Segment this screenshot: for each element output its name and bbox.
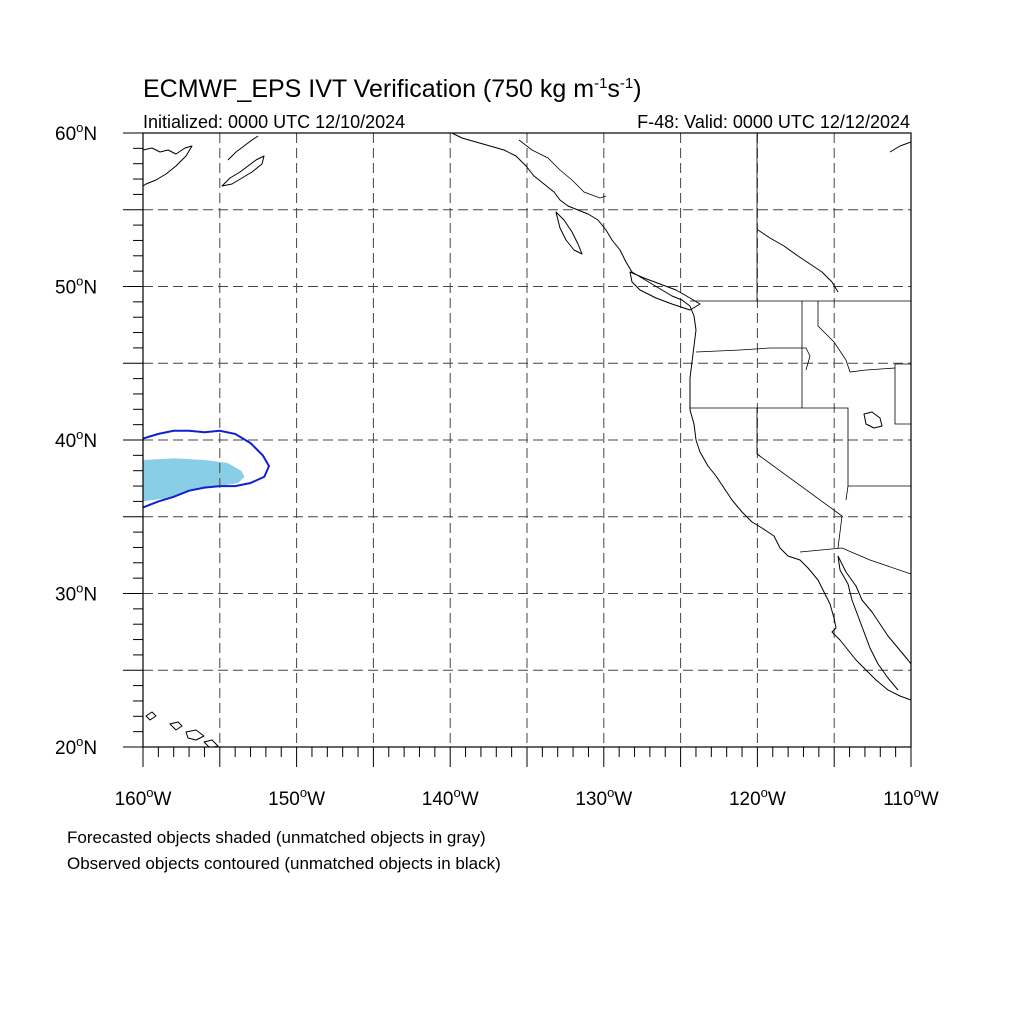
lat-label: 40oN <box>55 427 97 452</box>
lon-label: 150oW <box>268 785 325 810</box>
lat-label: 30oN <box>55 581 97 606</box>
lake-fragment <box>757 229 839 293</box>
alaska-coast-north <box>227 135 259 161</box>
us-west-coast <box>689 305 911 701</box>
arizona-border <box>837 485 849 549</box>
lon-label: 140oW <box>422 785 479 810</box>
baja-east-coast <box>837 555 899 691</box>
nevada-ca-border-point <box>756 453 761 457</box>
coastlines-and-borders <box>143 133 911 747</box>
se-alaska-coast <box>451 133 691 307</box>
map-title: ECMWF_EPS IVT Verification (750 kg m-1s-… <box>143 75 642 103</box>
northeast-coast-fragment <box>889 141 911 153</box>
axis-ticks <box>123 132 912 767</box>
haida-gwaii-coast <box>555 211 583 255</box>
or-ca-border <box>690 407 849 486</box>
great-salt-lake <box>863 411 883 429</box>
forecast-ivt-object <box>143 458 245 502</box>
valid-time-label: F-48: Valid: 0000 UTC 12/12/2024 <box>637 112 910 132</box>
idaho-border <box>801 301 896 408</box>
lat-label: 50oN <box>55 274 97 299</box>
observed-ivt-object <box>143 429 271 509</box>
lat-label: 60oN <box>55 120 97 145</box>
hawaii-island-oahu <box>169 721 183 731</box>
lon-label: 120oW <box>729 785 786 810</box>
longitude-labels: 160oW 150oW 140oW 130oW 120oW 110oW <box>115 785 939 810</box>
hawaii-island-kauai <box>145 711 157 721</box>
lon-label: 130oW <box>575 785 632 810</box>
alaska-panhandle-border <box>518 139 607 199</box>
lat-lon-grid <box>143 133 911 747</box>
latitude-labels: 60oN 50oN 40oN 30oN 20oN <box>55 120 97 759</box>
gulf-of-california-coast <box>837 555 911 665</box>
us-mexico-border <box>799 547 911 575</box>
ca-nv-border <box>756 408 843 517</box>
wa-or-border <box>695 347 811 371</box>
lon-label: 110oW <box>883 785 939 810</box>
wyoming-border <box>894 363 911 425</box>
init-time-label: Initialized: 0000 UTC 12/10/2024 <box>143 112 405 132</box>
kodiak-coast <box>221 155 265 187</box>
forecast-footnote: Forecasted objects shaded (unmatched obj… <box>67 828 486 847</box>
lat-label: 20oN <box>55 734 97 759</box>
lon-label: 160oW <box>115 785 172 810</box>
vancouver-island-coast <box>629 271 701 311</box>
ivt-objects-layer <box>143 429 271 509</box>
alaska-peninsula-coast <box>143 145 193 187</box>
hawaii-island-maui <box>185 729 205 741</box>
observed-footnote: Observed objects contoured (unmatched ob… <box>67 854 501 873</box>
hawaii-big-island <box>203 739 219 747</box>
